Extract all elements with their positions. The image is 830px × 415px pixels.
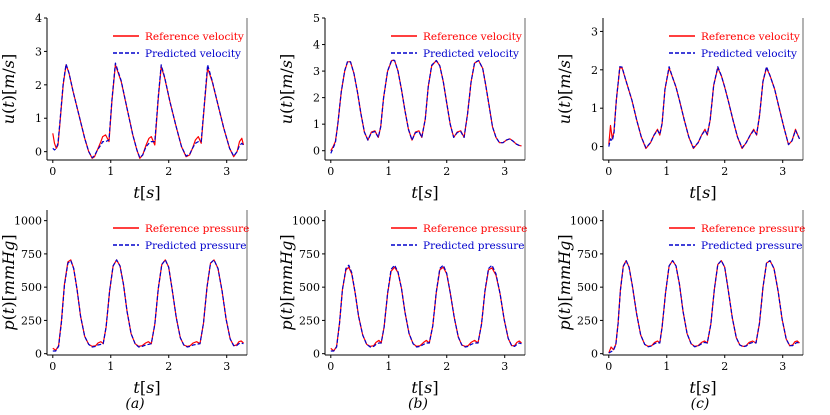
y-tick-label: 500 [577,281,598,294]
x-axis-label: t[s] [133,378,160,397]
x-tick-label: 3 [501,360,508,373]
x-tick-label: 3 [501,165,508,178]
legend-label: Predicted pressure [701,240,802,252]
x-tick-label: 1 [663,165,670,178]
y-tick-label: 1000 [292,215,320,228]
y-axis-label: p(t)[mmHg] [277,234,296,330]
y-tick-label: 2 [313,92,320,105]
y-tick-label: 1 [35,112,42,125]
panel-label-a: (a) [125,396,144,412]
series-line-predicted [608,260,800,354]
legend-label: Predicted pressure [423,240,524,252]
x-tick-label: 2 [165,360,172,373]
y-axis-label: u(t)[m/s] [0,54,18,125]
x-tick-label: 2 [443,165,450,178]
legend-label: Reference velocity [145,31,244,43]
legend-label: Predicted velocity [423,48,519,60]
y-tick-label: 2 [591,64,598,77]
x-axis-label: t[s] [689,183,716,202]
y-tick-label: 4 [313,39,320,52]
panel-label-c: (c) [691,396,710,412]
panel-label-b: (b) [408,396,428,412]
y-tick-label: 250 [21,314,42,327]
series-line-predicted [52,62,244,159]
x-tick-label: 3 [779,360,786,373]
x-axis-label: t[s] [133,183,160,202]
chart-panel-b-bottom: 0 1 2 3 0 250 500 750 1000 t[s] p(t)[mmHg] Referenc… [277,210,527,397]
chart-panel-b-top: 0 1 2 3 0 1 2 3 4 5 t[s] u(t)[m/s] Reference velocit… [277,12,526,202]
x-tick-label: 1 [663,360,670,373]
series-line-predicted [608,66,801,149]
legend-label: Reference velocity [701,31,800,43]
y-tick-label: 1 [591,102,598,115]
legend-label: Reference pressure [701,223,805,235]
y-tick-label: 5 [313,12,320,25]
x-tick-label: 2 [721,165,728,178]
x-tick-label: 3 [223,360,230,373]
y-axis-label: p(t)[mmHg] [0,234,18,330]
legend-label: Predicted pressure [145,240,246,252]
x-tick-label: 1 [107,165,114,178]
x-tick-label: 0 [327,165,334,178]
y-tick-label: 2 [35,79,42,92]
y-tick-label: 500 [299,281,320,294]
y-axis-label: u(t)[m/s] [555,54,574,125]
y-tick-label: 0 [313,145,320,158]
legend-label: Reference velocity [423,31,522,43]
chart-panel-a-bottom: 0 1 2 3 0 250 500 750 1000 t[s] p(t)[mmHg] Referenc… [0,210,249,397]
x-tick-label: 2 [721,360,728,373]
y-tick-label: 1000 [570,215,598,228]
y-axis-label: u(t)[m/s] [277,54,296,125]
x-axis-label: t[s] [689,378,716,397]
legend-label: Predicted velocity [145,48,241,60]
x-tick-label: 3 [779,165,786,178]
x-tick-label: 1 [107,360,114,373]
y-tick-label: 3 [313,65,320,78]
x-axis-label: t[s] [411,378,438,397]
series-line-reference [52,259,244,351]
y-axis-label: p(t)[mmHg] [555,234,574,330]
x-tick-label: 1 [385,165,392,178]
series-line-predicted [52,259,244,352]
x-tick-label: 0 [605,360,612,373]
x-tick-label: 3 [223,165,230,178]
y-tick-label: 1 [313,118,320,131]
y-tick-label: 0 [35,146,42,159]
y-tick-label: 0 [591,141,598,154]
y-tick-label: 4 [35,12,42,25]
chart-panel-a-top: 0 1 2 3 0 1 2 3 4 t[s] u(t)[m/s] Reference velocity… [0,12,248,202]
y-tick-label: 1000 [14,215,42,228]
x-tick-label: 2 [165,165,172,178]
y-tick-label: 0 [591,348,598,361]
legend-label: Predicted velocity [701,48,797,60]
y-tick-label: 750 [577,248,598,261]
series-line-predicted [330,264,522,352]
x-tick-label: 0 [605,165,612,178]
series-line-reference [330,266,522,352]
y-tick-label: 3 [35,45,42,58]
y-tick-label: 3 [591,25,598,38]
legend-label: Reference pressure [145,223,249,235]
chart-panel-c-top: 0 1 2 3 0 1 2 3 t[s] u(t)[m/s] Reference velocity P… [555,18,804,202]
y-tick-label: 750 [21,248,42,261]
x-tick-label: 0 [49,165,56,178]
x-tick-label: 2 [443,360,450,373]
y-tick-label: 250 [577,314,598,327]
y-tick-label: 0 [313,348,320,361]
x-tick-label: 1 [385,360,392,373]
x-tick-label: 0 [327,360,334,373]
y-tick-label: 750 [299,248,320,261]
legend-label: Reference pressure [423,223,527,235]
y-tick-label: 500 [21,281,42,294]
x-tick-label: 0 [49,360,56,373]
series-line-predicted [330,59,522,154]
y-tick-label: 250 [299,314,320,327]
x-axis-label: t[s] [411,183,438,202]
y-tick-label: 0 [35,348,42,361]
chart-panel-c-bottom: 0 1 2 3 0 250 500 750 1000 t[s] p(t)[mmHg] Referenc… [555,210,805,397]
series-line-reference [608,260,800,354]
